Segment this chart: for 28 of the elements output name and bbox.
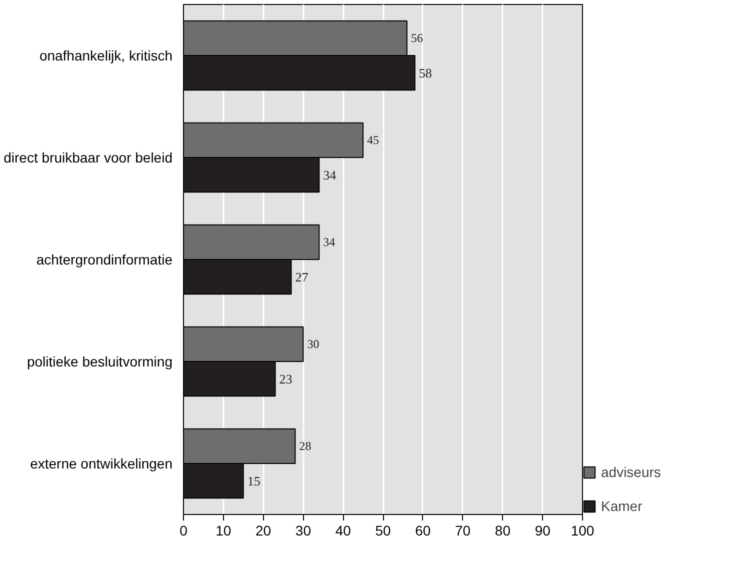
x-tick-label: 90 xyxy=(534,522,551,538)
data-label: 58 xyxy=(418,65,432,80)
x-tick-label: 20 xyxy=(256,522,272,538)
data-label: 45 xyxy=(367,133,380,148)
y-tick-label: achtergrondinformatie xyxy=(36,252,173,268)
data-label: 56 xyxy=(410,31,423,46)
legend-label: Kamer xyxy=(601,498,642,514)
x-tick-label: 0 xyxy=(180,522,188,538)
legend-label: adviseurs xyxy=(601,464,661,480)
data-label: 34 xyxy=(323,167,337,182)
data-label: 30 xyxy=(307,337,320,352)
y-tick-label: direct bruikbaar voor beleid xyxy=(4,150,173,166)
x-tick-label: 50 xyxy=(375,522,391,538)
x-tick-label: 60 xyxy=(415,522,431,538)
data-label: 34 xyxy=(323,235,336,250)
x-tick-label: 80 xyxy=(494,522,511,538)
x-tick-label: 70 xyxy=(455,522,471,538)
y-tick-label: onafhankelijk, kritisch xyxy=(39,48,172,64)
data-label: 27 xyxy=(295,269,309,284)
x-tick-label: 100 xyxy=(570,522,594,538)
x-tick-label: 40 xyxy=(335,522,352,538)
data-label: 15 xyxy=(247,473,260,488)
data-label: 28 xyxy=(299,439,312,454)
x-tick-label: 30 xyxy=(295,522,312,538)
y-tick-label: externe ontwikkelingen xyxy=(30,456,172,472)
data-label: 23 xyxy=(279,371,292,386)
x-tick-label: 10 xyxy=(216,522,232,538)
y-tick-label: politieke besluitvorming xyxy=(26,354,173,370)
